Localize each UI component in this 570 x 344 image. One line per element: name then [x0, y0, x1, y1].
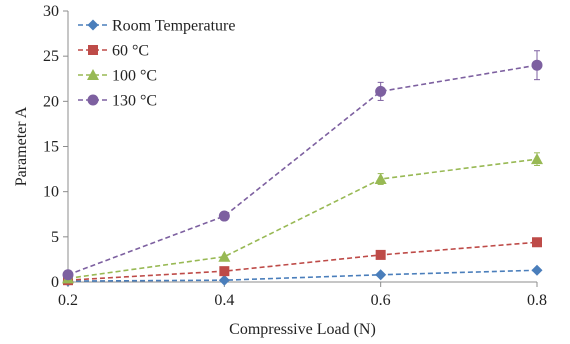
- x-axis-title: Compressive Load (N): [229, 321, 376, 338]
- data-point: [218, 250, 231, 262]
- y-tick-label: 20: [43, 93, 59, 110]
- legend-label: 130 °C: [112, 93, 157, 110]
- legend-entry-0: Room Temperature: [78, 18, 235, 35]
- series-line: [67, 241, 538, 281]
- legend-entry-2: 100 °C: [78, 68, 157, 85]
- x-tick-label: 0.6: [371, 292, 391, 309]
- legend-marker: [87, 94, 99, 106]
- legend-entry-1: 60 °C: [78, 43, 149, 60]
- legend-marker: [87, 19, 99, 31]
- data-point: [218, 274, 230, 286]
- data-point: [62, 269, 74, 281]
- data-point: [375, 85, 387, 97]
- data-point: [531, 59, 543, 71]
- y-tick-label: 0: [51, 274, 59, 291]
- x-tick-label: 0.8: [527, 292, 547, 309]
- series-line: [67, 269, 538, 282]
- y-tick-label: 30: [43, 3, 59, 20]
- x-tick-label: 0.2: [58, 292, 78, 309]
- y-tick-label: 15: [43, 139, 59, 156]
- legend-entry-3: 130 °C: [78, 93, 157, 110]
- axes: 0 5 10 15 20 25 30 0.2 0.4 0.6 0.8: [43, 3, 547, 309]
- y-tick-label: 5: [51, 229, 59, 246]
- x-tick-label: 0.4: [214, 292, 234, 309]
- data-point: [375, 269, 387, 281]
- legend-label: 100 °C: [112, 68, 157, 85]
- y-tick-label: 10: [43, 184, 59, 201]
- y-axis-title: Parameter A: [13, 106, 30, 186]
- data-point: [374, 173, 387, 185]
- data-point: [219, 266, 230, 277]
- legend-label: Room Temperature: [112, 18, 235, 35]
- legend: Room Temperature 60 °C 100 °C 130 °C: [78, 18, 235, 110]
- legend-marker: [87, 69, 99, 80]
- data-point: [218, 210, 230, 222]
- legend-label: 60 °C: [112, 43, 149, 60]
- series-line: [67, 64, 538, 276]
- data-point: [375, 249, 386, 260]
- series-layer: [62, 50, 543, 287]
- series-2: [62, 152, 543, 284]
- series-line: [67, 158, 538, 280]
- series-3: [62, 50, 543, 281]
- data-point: [532, 237, 542, 248]
- data-point: [531, 264, 543, 276]
- data-point: [531, 153, 543, 165]
- legend-marker: [88, 45, 98, 55]
- y-tick-label: 25: [43, 48, 59, 65]
